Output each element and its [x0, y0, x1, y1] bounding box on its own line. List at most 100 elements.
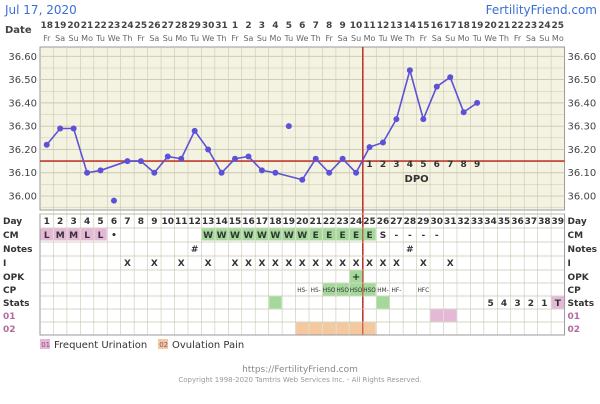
legend-code: 01	[41, 341, 50, 349]
symptom-01-cell	[430, 309, 443, 322]
date-number: 19	[54, 21, 67, 31]
date-number: 5	[286, 21, 292, 31]
temperature-outlier-point	[285, 123, 292, 130]
weekday-label: Su	[257, 34, 267, 43]
date-number: 9	[339, 21, 345, 31]
cm-value: E	[353, 231, 359, 241]
weekday-label: Mo	[269, 34, 281, 43]
cm-fertile-cell	[349, 228, 363, 241]
dpo-number: 9	[474, 160, 480, 170]
cm-value: E	[313, 231, 319, 241]
day-number: 28	[404, 217, 417, 227]
symptom-02-cell	[296, 322, 309, 335]
weekday-label: Th	[121, 34, 132, 43]
cm-fertile-cell	[269, 228, 282, 241]
temperature-point	[393, 116, 400, 123]
day-number: 15	[229, 217, 242, 227]
date-number: 17	[444, 21, 457, 31]
temperature-point	[272, 169, 279, 176]
y-tick-label-left: 36.30	[8, 122, 37, 133]
temperature-point	[474, 99, 481, 106]
row-label-cm-left: CM	[3, 231, 19, 241]
date-number: 7	[313, 21, 319, 31]
day-number: 38	[538, 217, 551, 227]
date-number: 6	[299, 21, 305, 31]
temperature-point	[433, 83, 440, 90]
intercourse-marker: X	[326, 259, 333, 269]
weekday-label: Sa	[149, 34, 159, 43]
date-number: 22	[511, 21, 524, 31]
day-number: 34	[484, 217, 497, 227]
day-number: 5	[97, 217, 103, 227]
cm-value: W	[217, 231, 227, 241]
stats-value: 4	[501, 299, 507, 309]
cm-fertile-cell	[296, 228, 309, 241]
cp-highlight-cell	[336, 283, 349, 296]
intercourse-marker: X	[339, 259, 346, 269]
row-label-i-right: I	[568, 259, 571, 269]
cm-menstrual-cell	[67, 228, 80, 241]
date-number: 21	[498, 21, 511, 31]
day-number: 2	[57, 217, 63, 227]
footer-url[interactable]: https://FertilityFriend.com	[242, 365, 358, 375]
y-tick-label-right: 36.30	[568, 122, 597, 133]
temperature-point	[164, 153, 171, 160]
cm-fertile-cell	[255, 228, 269, 241]
intercourse-marker: X	[366, 259, 373, 269]
weekday-label: Sa	[526, 34, 536, 43]
date-number: 15	[417, 21, 430, 31]
stats-value: 2	[528, 299, 534, 309]
weekday-label: Fr	[137, 34, 145, 43]
temperature-point	[232, 155, 239, 162]
date-number: 4	[272, 21, 278, 31]
row-label-day-right: Day	[568, 217, 587, 227]
dpo-label: DPO	[405, 174, 429, 185]
weekday-label: Su	[163, 34, 173, 43]
date-number: 18	[40, 21, 53, 31]
row-label-day-left: Day	[3, 217, 22, 227]
day-number: 39	[552, 217, 565, 227]
weekday-label: Mo	[364, 34, 376, 43]
date-number: 13	[390, 21, 403, 31]
day-number: 37	[525, 217, 538, 227]
date-number: 24	[121, 21, 134, 31]
cm-value: -	[421, 231, 425, 241]
stats-pink-cell	[551, 296, 565, 309]
day-number: 4	[84, 217, 90, 227]
weekday-label: Sa	[432, 34, 442, 43]
weekday-label: Mo	[552, 34, 564, 43]
opk-positive-cell	[349, 270, 363, 283]
date-number: 27	[162, 21, 175, 31]
dpo-number: 2	[380, 160, 386, 170]
dpo-number: 8	[461, 160, 467, 170]
weekday-label: Su	[539, 34, 549, 43]
row-label-opk-right: OPK	[568, 273, 590, 283]
dpo-number: 5	[420, 160, 426, 170]
intercourse-marker: X	[151, 259, 158, 269]
notes-marker: #	[406, 245, 414, 255]
weekday-label: Tu	[189, 34, 199, 43]
cm-fertile-cell	[242, 228, 255, 241]
day-number: 23	[336, 217, 349, 227]
day-number: 27	[390, 217, 403, 227]
legend-label: Ovulation Pain	[172, 340, 244, 351]
day-number: 21	[309, 217, 322, 227]
cp-value: HS-	[311, 288, 321, 294]
date-number: 21	[81, 21, 94, 31]
day-number: 20	[296, 217, 309, 227]
legend-swatch-02	[158, 339, 168, 349]
cm-value: M	[69, 231, 78, 241]
cm-value: W	[284, 231, 294, 241]
cm-value: L	[44, 231, 50, 241]
date-number: 23	[108, 21, 121, 31]
day-number: 30	[431, 217, 444, 227]
cm-value: -	[395, 231, 399, 241]
y-tick-label-left: 36.20	[8, 145, 37, 156]
row-label-cm-right: CM	[568, 231, 584, 241]
cm-value: W	[203, 231, 213, 241]
y-tick-label-left: 36.60	[8, 52, 37, 63]
cp-value: HSO	[336, 288, 349, 294]
day-number: 36	[511, 217, 524, 227]
day-number: 25	[363, 217, 376, 227]
